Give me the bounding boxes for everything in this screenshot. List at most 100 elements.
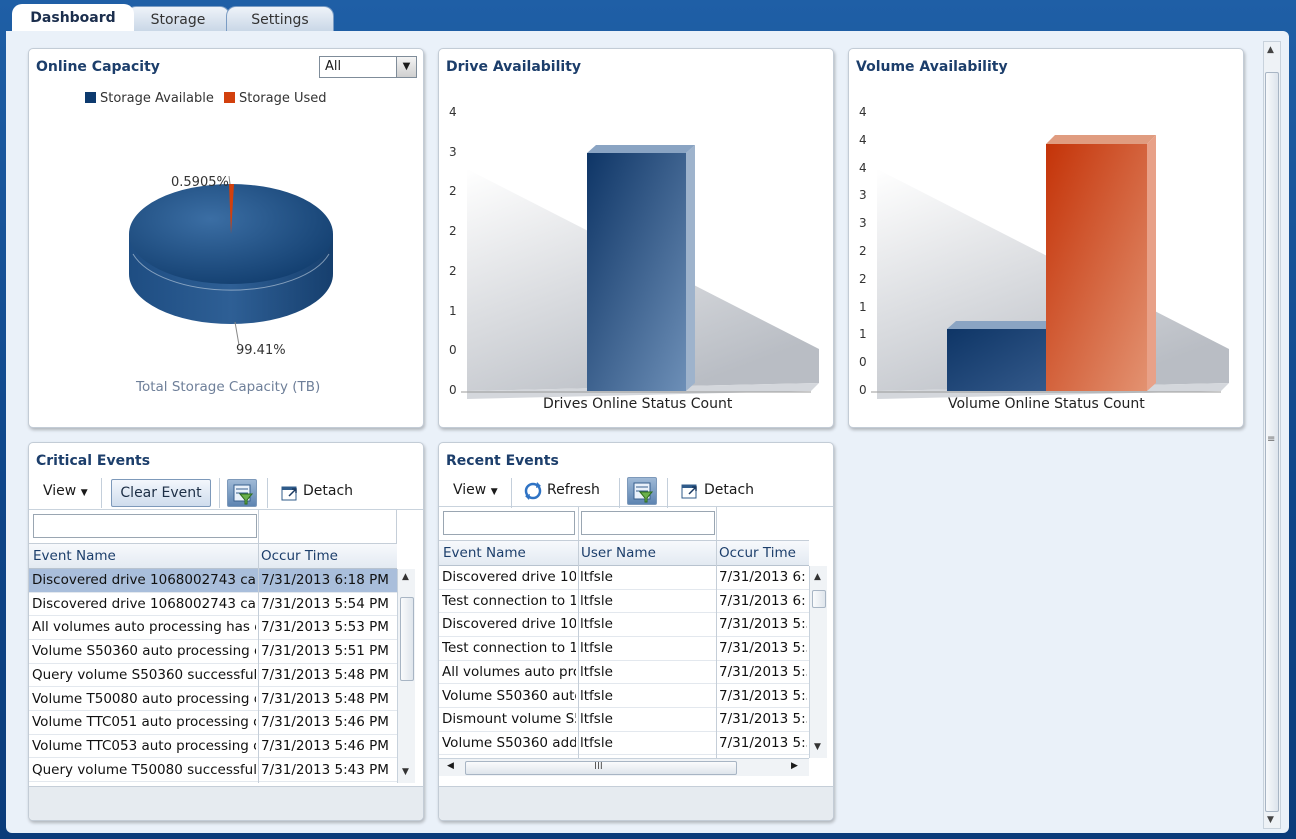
pie-label-used: 0.5905% <box>171 175 229 190</box>
table-row[interactable]: Volume TTC051 auto processing con 7/31/20… <box>29 711 397 735</box>
divider <box>511 478 512 508</box>
table-footer <box>29 786 423 820</box>
clear-event-button[interactable]: Clear Event <box>111 479 211 507</box>
cell-event-name: All volumes auto proc <box>442 663 576 680</box>
panel-title: Recent Events <box>446 453 559 469</box>
drive-availability-panel: Drive Availability 4 3 2 2 2 1 0 0 Drives Onlin… <box>438 48 834 428</box>
page-vscroll[interactable]: ▲ ≡ ▼ <box>1263 41 1281 829</box>
refresh-icon[interactable] <box>523 481 545 501</box>
cell-event-name: Volume S50360 auto | <box>442 687 576 704</box>
col-header-occur-time[interactable]: Occur Time <box>719 545 796 561</box>
scroll-up-icon[interactable]: ▲ <box>814 572 821 582</box>
table-row[interactable]: All volumes auto proc ltfsle 7/31/2013 5:5 <box>439 661 809 685</box>
user-name-filter[interactable] <box>581 511 715 535</box>
col-header-event-name[interactable]: Event Name <box>443 545 526 561</box>
filter-icon[interactable] <box>227 479 257 507</box>
col-header-occur-time[interactable]: Occur Time <box>261 548 338 564</box>
table-row[interactable]: Query volume T50080 successfully. 7/31/20… <box>29 759 397 783</box>
scroll-up-icon[interactable]: ▲ <box>1267 45 1274 55</box>
table-row[interactable]: Volume TTC053 auto processing con 7/31/20… <box>29 735 397 759</box>
col-header-user-name[interactable]: User Name <box>581 545 656 561</box>
view-menu[interactable]: View ▼ <box>453 482 498 498</box>
table-row[interactable]: Discovered drive 1068002743 can n 7/31/20… <box>29 569 397 593</box>
tab-dashboard[interactable]: Dashboard <box>12 4 134 32</box>
col-line <box>258 510 259 543</box>
cell-occur-time: 7/31/2013 5:5 <box>719 734 807 751</box>
scroll-down-icon[interactable]: ▼ <box>814 742 821 752</box>
cell-user-name: ltfsle <box>580 734 613 751</box>
capacity-pie-chart <box>129 175 333 346</box>
y-tick-label: 4 <box>859 132 867 147</box>
event-name-filter[interactable] <box>33 514 257 538</box>
cell-occur-time: 7/31/2013 5:5 <box>719 663 807 680</box>
detach-button[interactable]: Detach <box>704 482 755 498</box>
cell-user-name: ltfsle <box>580 569 613 585</box>
cell-user-name: ltfsle <box>580 663 613 680</box>
scroll-left-icon[interactable]: ◀ <box>447 761 454 771</box>
col-line <box>716 566 717 758</box>
divider <box>619 478 620 508</box>
cell-event-name: All volumes auto processing has con <box>32 619 256 636</box>
bar-side <box>686 145 695 391</box>
tab-storage[interactable]: Storage <box>126 6 230 32</box>
recent-events-vscroll[interactable]: ▲ ▼ <box>809 566 827 758</box>
event-name-filter[interactable] <box>443 511 575 535</box>
table-row[interactable]: Volume S50360 auto |ltfsle 7/31/2013 5:5 <box>439 685 809 709</box>
detach-icon[interactable] <box>281 484 299 502</box>
recent-events-hscroll[interactable]: ◀ III ▶ <box>439 758 809 776</box>
scroll-thumb[interactable] <box>1265 72 1279 812</box>
volume-bar-chart <box>871 135 1229 399</box>
cell-occur-time: 7/31/2013 5:5 <box>719 640 807 657</box>
table-row[interactable]: Test connection to 1(ltfsle 7/31/2013 6:1 <box>439 590 809 614</box>
pie-highlight <box>132 253 330 291</box>
col-line <box>578 541 579 566</box>
y-tick-label: 1 <box>859 299 867 314</box>
scroll-down-icon[interactable]: ▼ <box>1267 815 1274 825</box>
table-row[interactable]: Discovered drive 106 ltfsle 7/31/2013 6:1 <box>439 566 809 590</box>
cell-user-name: ltfsle <box>580 640 613 657</box>
recent-events-toolbar: View ▼ Refresh Detach <box>439 476 833 508</box>
col-line <box>578 507 579 540</box>
table-row[interactable]: Discovered drive 1068002743 can n 7/31/20… <box>29 593 397 617</box>
col-line <box>396 510 397 543</box>
panel-title: Drive Availability <box>446 59 582 75</box>
filter-icon[interactable] <box>627 477 657 505</box>
legend-swatch <box>85 92 96 103</box>
scroll-right-icon[interactable]: ▶ <box>791 761 798 771</box>
bar-drives-online <box>587 153 686 391</box>
table-row[interactable]: Dismount volume S50ltfsle 7/31/2013 5:5 <box>439 708 809 732</box>
table-row[interactable]: Volume S50360 addecltfsle 7/31/2013 5:5 <box>439 732 809 756</box>
table-row[interactable]: Test connection to 1(ltfsle 7/31/2013 5:5 <box>439 637 809 661</box>
view-menu[interactable]: View ▼ <box>43 483 88 499</box>
y-tick-label: 3 <box>859 216 867 231</box>
detach-icon[interactable] <box>681 482 699 500</box>
critical-events-vscroll[interactable]: ▲ ▼ <box>397 569 415 783</box>
scroll-up-icon[interactable]: ▲ <box>402 572 409 582</box>
scroll-down-icon[interactable]: ▼ <box>402 767 409 777</box>
bar-top <box>947 321 1055 329</box>
chevron-down-icon[interactable]: ▼ <box>396 57 416 77</box>
col-header-event-name[interactable]: Event Name <box>33 548 116 564</box>
scroll-thumb[interactable] <box>400 597 414 681</box>
table-row[interactable]: All volumes auto processing has con 7/31/… <box>29 616 397 640</box>
refresh-button[interactable]: Refresh <box>547 482 600 498</box>
caret-down-icon: ▼ <box>80 488 88 498</box>
tab-settings[interactable]: Settings <box>226 6 334 32</box>
table-row[interactable]: Volume T50080 auto processing con 7/31/20… <box>29 688 397 712</box>
filter-row <box>439 507 833 541</box>
view-label: View <box>43 483 77 499</box>
recent-events-panel: Recent Events View ▼ Refresh Detach Even… <box>438 442 834 821</box>
table-row[interactable]: Volume S50360 auto processing con 7/31/20… <box>29 640 397 664</box>
detach-button[interactable]: Detach <box>303 483 354 499</box>
table-row[interactable]: Query volume S50360 successfully. 7/31/20… <box>29 664 397 688</box>
cell-event-name: Test connection to 1( <box>442 640 576 657</box>
scroll-thumb[interactable]: III <box>465 761 737 775</box>
cell-event-name: Volume TTC051 auto processing con <box>32 714 256 731</box>
cell-event-name: Discovered drive 106 <box>442 616 576 633</box>
table-row[interactable]: Discovered drive 106 ltfsle 7/31/2013 5:5 <box>439 613 809 637</box>
cell-occur-time: 7/31/2013 5:51 PM <box>261 643 389 660</box>
y-tick-label: 2 <box>449 184 457 199</box>
capacity-filter-select[interactable]: All ▼ <box>319 56 417 78</box>
cell-occur-time: 7/31/2013 5:48 PM <box>261 666 389 683</box>
scroll-thumb[interactable] <box>812 590 826 608</box>
